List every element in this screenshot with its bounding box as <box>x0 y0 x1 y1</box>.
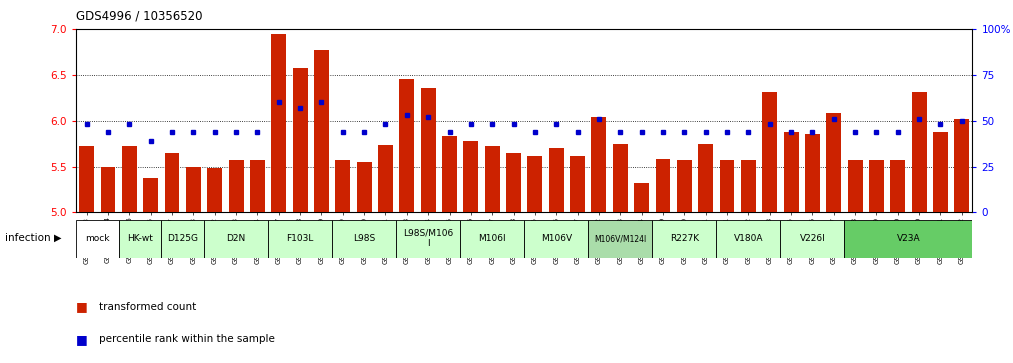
Text: V23A: V23A <box>897 234 920 243</box>
Bar <box>589 220 652 258</box>
Bar <box>869 160 884 212</box>
Bar <box>613 144 628 212</box>
Bar <box>357 162 372 212</box>
Text: GDS4996 / 10356520: GDS4996 / 10356520 <box>76 9 203 22</box>
Bar <box>784 132 798 212</box>
Bar <box>652 220 716 258</box>
Bar <box>463 141 478 212</box>
Bar <box>485 146 499 212</box>
Bar <box>698 144 713 212</box>
Bar <box>76 220 119 258</box>
Bar <box>119 220 161 258</box>
Bar <box>912 92 927 212</box>
Text: HK-wt: HK-wt <box>127 234 153 243</box>
Bar <box>677 160 692 212</box>
Bar <box>827 113 841 212</box>
Bar <box>122 146 137 212</box>
Bar <box>143 179 158 212</box>
Bar <box>161 220 204 258</box>
Bar <box>570 156 586 212</box>
Bar <box>100 167 115 212</box>
Bar <box>780 220 845 258</box>
Bar <box>933 132 948 212</box>
Bar <box>204 220 268 258</box>
Bar <box>208 168 222 212</box>
Text: V226I: V226I <box>799 234 826 243</box>
Text: F103L: F103L <box>287 234 314 243</box>
Bar <box>719 160 734 212</box>
Text: ▶: ▶ <box>54 233 62 243</box>
Bar <box>762 92 777 212</box>
Text: transformed count: transformed count <box>99 302 197 312</box>
Text: D125G: D125G <box>167 234 199 243</box>
Text: R227K: R227K <box>670 234 699 243</box>
Text: M106V/M124I: M106V/M124I <box>595 234 646 243</box>
Bar <box>805 134 820 212</box>
Bar <box>655 159 671 212</box>
Bar <box>79 146 94 212</box>
Bar <box>845 220 972 258</box>
Text: infection: infection <box>5 233 51 243</box>
Text: M106I: M106I <box>478 234 506 243</box>
Text: L98S: L98S <box>353 234 375 243</box>
Bar <box>549 148 563 212</box>
Bar <box>528 156 542 212</box>
Bar <box>229 160 243 212</box>
Bar <box>378 146 393 212</box>
Bar <box>332 220 396 258</box>
Bar <box>271 34 287 212</box>
Text: M106V: M106V <box>541 234 571 243</box>
Bar <box>741 160 756 212</box>
Bar <box>954 119 969 212</box>
Text: D2N: D2N <box>227 234 246 243</box>
Text: mock: mock <box>85 234 109 243</box>
Bar <box>716 220 780 258</box>
Bar <box>399 79 414 212</box>
Bar <box>314 50 329 212</box>
Bar <box>186 167 201 212</box>
Text: V180A: V180A <box>733 234 763 243</box>
Text: percentile rank within the sample: percentile rank within the sample <box>99 334 276 344</box>
Bar <box>460 220 525 258</box>
Bar <box>592 117 607 212</box>
Bar <box>848 160 862 212</box>
Bar <box>335 160 350 212</box>
Bar <box>250 160 264 212</box>
Bar <box>442 136 457 212</box>
Bar <box>634 183 649 212</box>
Text: ■: ■ <box>76 333 88 346</box>
Bar <box>525 220 589 258</box>
Bar <box>420 88 436 212</box>
Bar <box>164 153 179 212</box>
Bar <box>396 220 460 258</box>
Text: L98S/M106
I: L98S/M106 I <box>403 229 453 248</box>
Text: ■: ■ <box>76 300 88 313</box>
Bar <box>293 68 308 212</box>
Bar <box>890 160 906 212</box>
Bar <box>506 153 521 212</box>
Bar <box>268 220 332 258</box>
